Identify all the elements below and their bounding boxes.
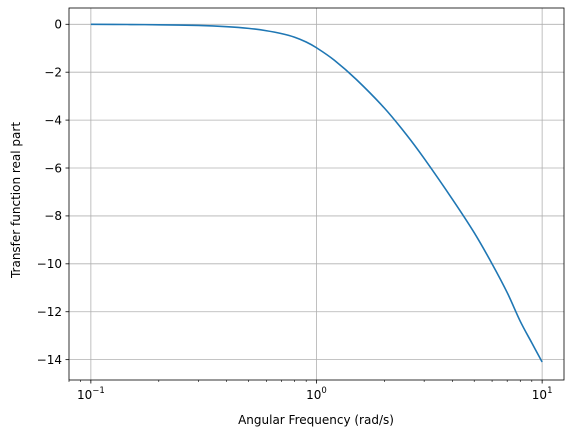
x-axis-label: Angular Frequency (rad/s) (238, 413, 394, 427)
y-tick-label: −4 (44, 113, 62, 127)
y-tick-label: −2 (44, 65, 62, 79)
series-line (90, 23, 543, 363)
x-tick-label: 101 (532, 386, 553, 402)
y-tick-label: 0 (54, 18, 62, 32)
x-tick-label: 100 (306, 386, 327, 402)
y-tick-label: −14 (37, 353, 62, 367)
y-axis: 0 −2 −4 −6 −8 −10 −12 −14 (37, 18, 69, 367)
series-layer (90, 23, 543, 363)
y-tick-label: −10 (37, 257, 62, 271)
y-tick-label: −6 (44, 161, 62, 175)
y-axis-label: Transfer function real part (9, 122, 23, 279)
x-axis: 10−1 100 101 (68, 380, 553, 402)
y-tick-label: −8 (44, 209, 62, 223)
x-tick-label: 10−1 (77, 386, 105, 402)
y-tick-label: −12 (37, 305, 62, 319)
